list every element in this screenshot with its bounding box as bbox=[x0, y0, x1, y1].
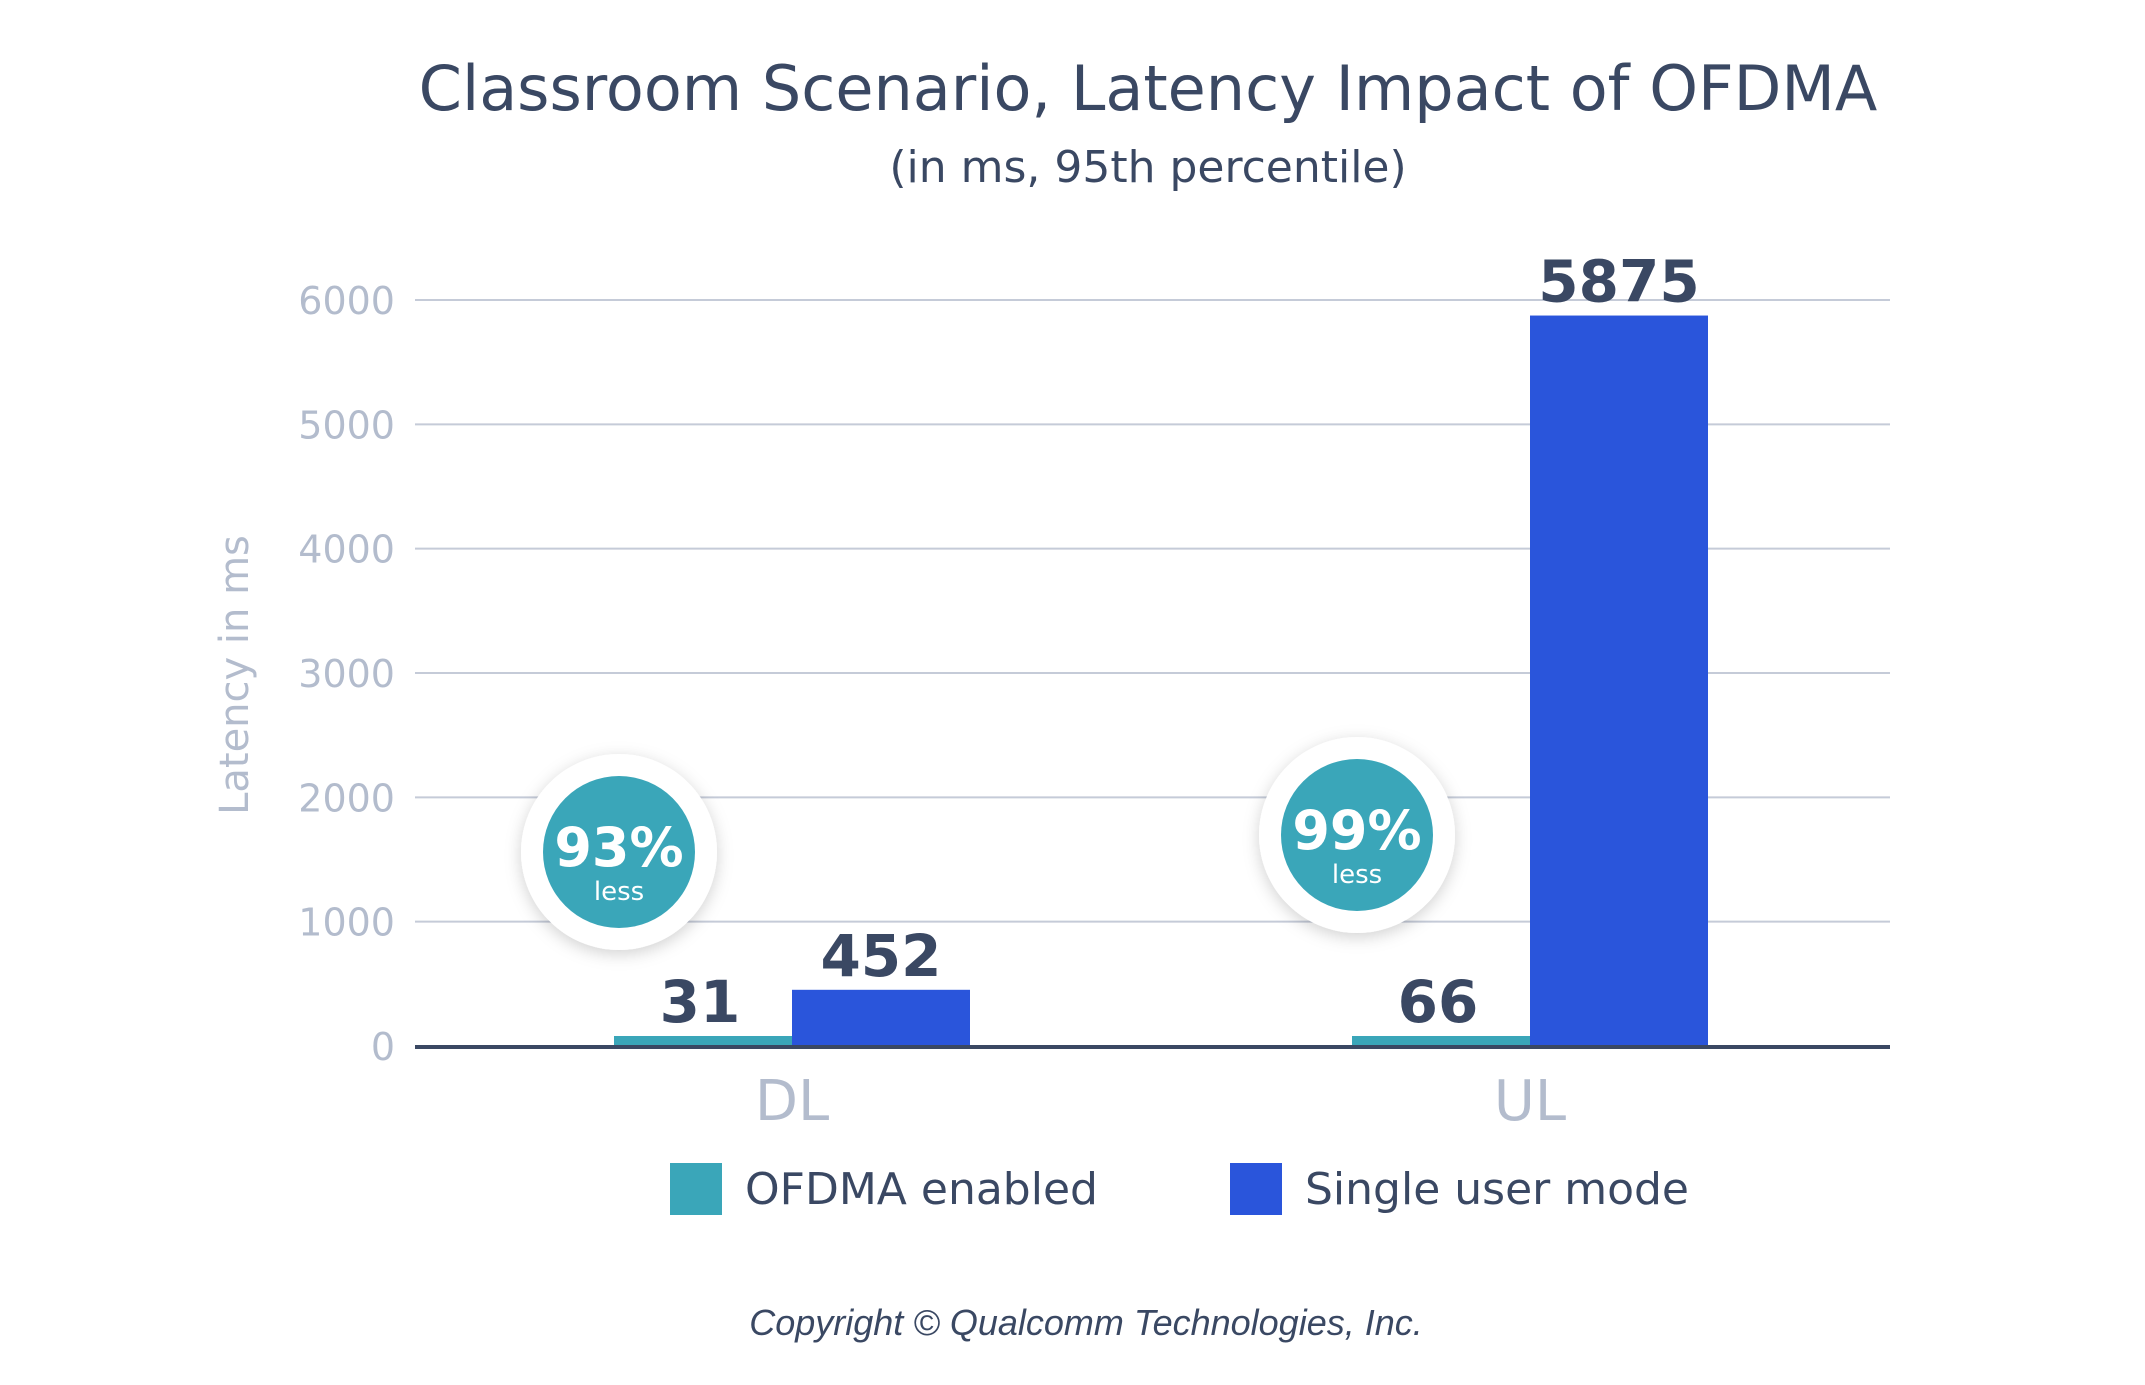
badge-inner-circle bbox=[543, 776, 695, 928]
y-axis-ticks: 0 1000 2000 3000 4000 5000 6000 bbox=[298, 279, 395, 1069]
bar-dl-ofdma bbox=[614, 1036, 792, 1046]
legend-swatch-ofdma bbox=[670, 1163, 722, 1215]
reduction-badge-dl: 93%less bbox=[521, 754, 717, 950]
data-label-ul-ofdma: 66 bbox=[1398, 968, 1479, 1036]
copyright-text: Copyright © Qualcomm Technologies, Inc. bbox=[749, 1302, 1423, 1343]
bar-ul-ofdma bbox=[1352, 1036, 1530, 1046]
badge-less-label: less bbox=[594, 877, 644, 907]
bar-ul-single-user bbox=[1530, 315, 1708, 1047]
y-tick-label-2000: 2000 bbox=[298, 776, 395, 820]
y-tick-label-0: 0 bbox=[371, 1025, 395, 1069]
chart-subtitle: (in ms, 95th percentile) bbox=[889, 142, 1406, 193]
chart-title: Classroom Scenario, Latency Impact of OF… bbox=[419, 52, 1878, 125]
badge-percent: 99% bbox=[1292, 799, 1421, 862]
category-label-dl: DL bbox=[755, 1069, 829, 1134]
y-tick-label-5000: 5000 bbox=[298, 403, 395, 447]
legend-label-ofdma: OFDMA enabled bbox=[745, 1164, 1098, 1215]
badge-less-label: less bbox=[1332, 860, 1382, 890]
legend: OFDMA enabled Single user mode bbox=[670, 1163, 1689, 1215]
legend-label-single-user: Single user mode bbox=[1305, 1164, 1689, 1215]
data-label-ul-single-user: 5875 bbox=[1538, 248, 1699, 316]
bars: 31 452 66 5875 bbox=[415, 248, 1890, 1049]
legend-swatch-single-user bbox=[1230, 1163, 1282, 1215]
reduction-badge-ul: 99%less bbox=[1259, 737, 1455, 933]
category-labels: DL UL bbox=[755, 1069, 1566, 1134]
y-tick-label-6000: 6000 bbox=[298, 279, 395, 323]
y-tick-label-1000: 1000 bbox=[298, 901, 395, 945]
data-label-dl-single-user: 452 bbox=[820, 922, 941, 990]
y-axis-title: Latency in ms bbox=[212, 535, 258, 815]
y-tick-label-4000: 4000 bbox=[298, 528, 395, 572]
category-label-ul: UL bbox=[1494, 1069, 1566, 1134]
data-label-dl-ofdma: 31 bbox=[660, 968, 741, 1036]
badge-percent: 93% bbox=[554, 816, 683, 879]
y-tick-label-3000: 3000 bbox=[298, 652, 395, 696]
badge-inner-circle bbox=[1281, 759, 1433, 911]
bar-dl-single-user bbox=[792, 989, 970, 1046]
